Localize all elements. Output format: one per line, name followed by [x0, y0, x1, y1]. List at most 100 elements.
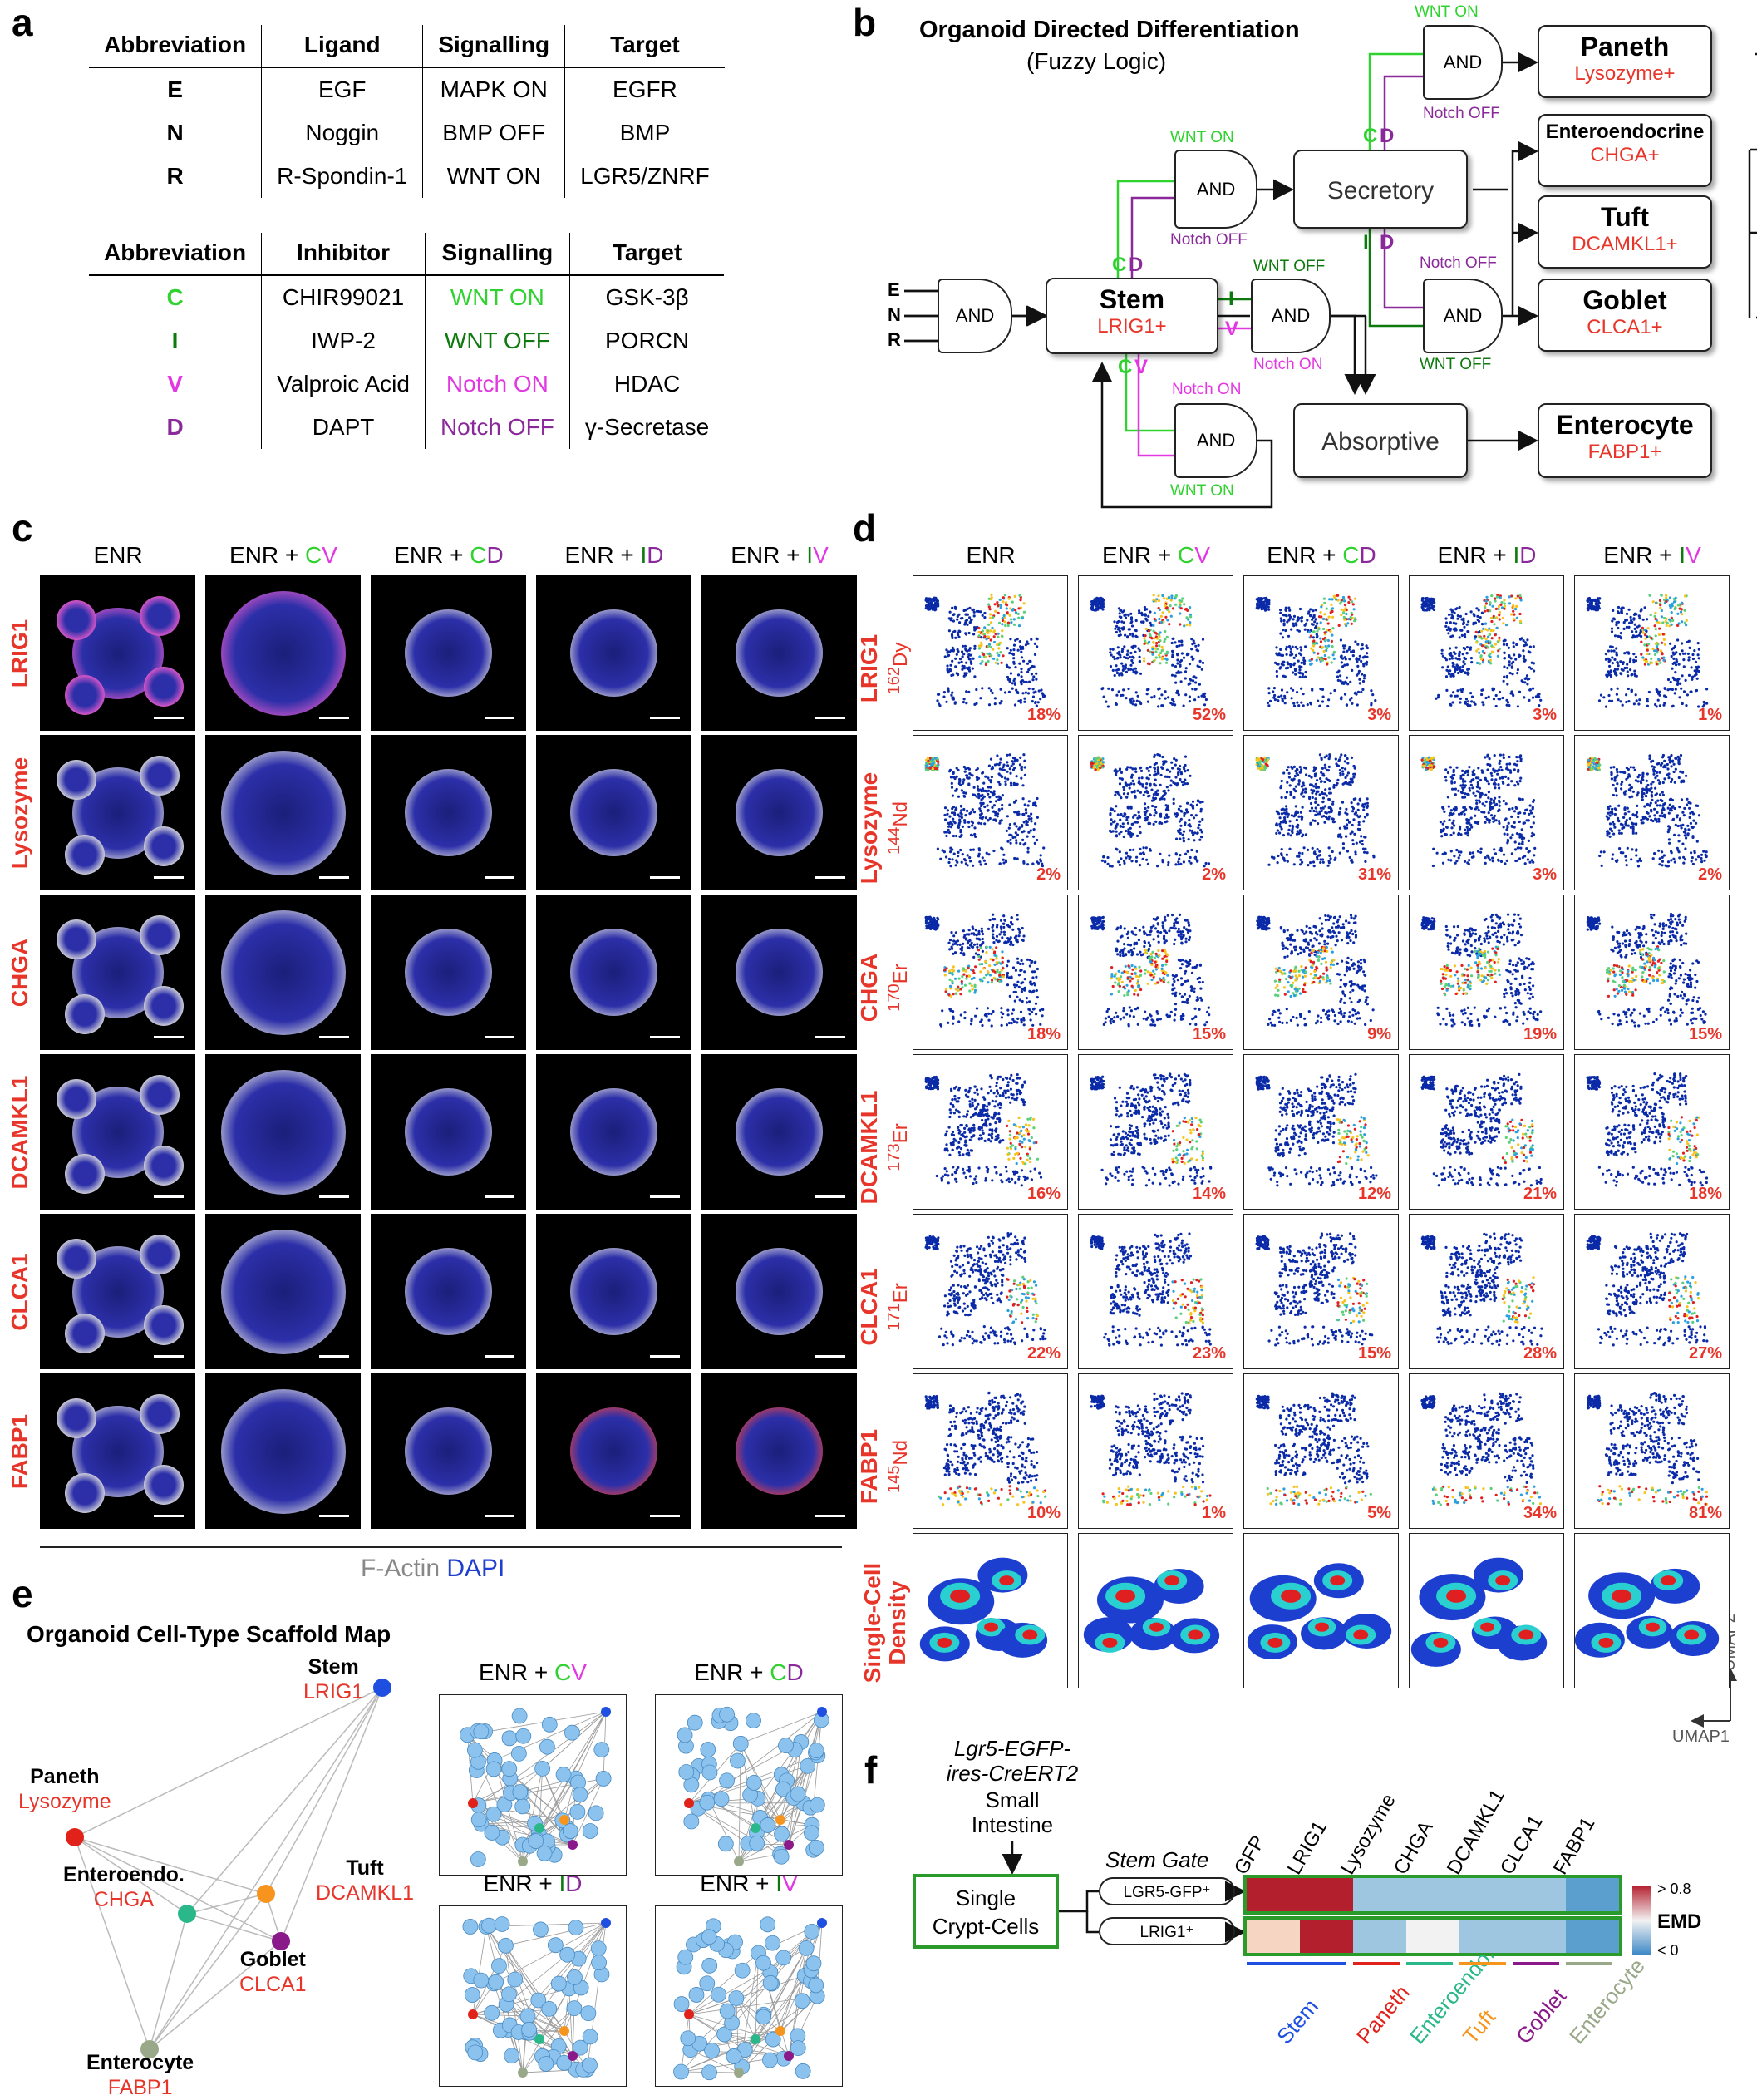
cell-point [1281, 796, 1283, 799]
cell-point [1096, 609, 1099, 611]
cell-point [1020, 680, 1022, 683]
cell-point [1006, 754, 1008, 757]
cell-point [1681, 674, 1684, 677]
cell-point [1180, 818, 1183, 821]
inset-node [564, 1725, 579, 1740]
organoid [221, 1389, 346, 1514]
and-gate-paneth: AND [1423, 25, 1503, 100]
cell-point [993, 804, 996, 806]
cell-point [1494, 782, 1496, 785]
cell-point [1198, 839, 1201, 841]
cell-point [1364, 803, 1366, 806]
cell-point [1147, 701, 1149, 703]
cell-point [1315, 783, 1317, 786]
cell-point [996, 754, 998, 757]
cell-point [1697, 666, 1700, 668]
cell-point [986, 653, 988, 655]
cell-point [1457, 672, 1459, 674]
cell-point [1490, 620, 1493, 623]
cell-point [1122, 665, 1125, 668]
cell-point [995, 800, 997, 802]
cell-point [957, 796, 960, 798]
cell-point [1648, 691, 1651, 693]
cell-point [1333, 651, 1336, 653]
cell-point [1671, 705, 1674, 707]
inset-hub [601, 1918, 611, 1928]
cell-point [1361, 688, 1364, 691]
cell-point [1185, 667, 1188, 669]
cell-point [950, 776, 952, 778]
cell-point [1491, 605, 1494, 608]
cell-point [1149, 766, 1152, 768]
cell-point [1312, 649, 1314, 652]
cell-point [1134, 703, 1137, 706]
cell-point [1328, 855, 1331, 857]
condition-header: ENR + ID [1404, 542, 1570, 569]
condition-header: ENR + CD [1238, 542, 1405, 569]
cell-point [1002, 600, 1004, 603]
cell-point [1456, 667, 1459, 669]
cell-point [1000, 700, 1002, 702]
cell-point [1509, 692, 1512, 694]
cell-point [952, 776, 955, 778]
scaffold-edge [187, 1894, 266, 1914]
cell-point [1285, 607, 1287, 609]
cell-point [1324, 805, 1326, 807]
cell-point [1671, 617, 1673, 619]
scaffold-node-label: Enteroendo.CHGA [63, 1862, 185, 1912]
micro-image [40, 735, 195, 890]
cell-point [1304, 629, 1307, 631]
scaffold-node [257, 1885, 275, 1903]
cell-point [1184, 782, 1186, 785]
inset-hub [784, 2051, 794, 2061]
cell-point [1154, 779, 1157, 781]
cell-point [957, 814, 959, 816]
cell-point [1288, 645, 1291, 648]
cell-point [1028, 681, 1031, 683]
cell-point [1512, 661, 1514, 663]
cell-point [1275, 824, 1277, 826]
cell-point [937, 848, 939, 850]
cell-point [993, 635, 996, 638]
cell-point [1328, 598, 1331, 600]
cell-point [945, 835, 947, 837]
cell-point [1323, 821, 1326, 824]
cell-point [1508, 647, 1510, 649]
node-marker: Lysozyme [18, 1789, 111, 1814]
cell-point [1020, 702, 1022, 704]
cell-point [1654, 624, 1656, 627]
lbl-d-3: D [1380, 231, 1394, 254]
inset-node [677, 1728, 692, 1743]
cell-point [1432, 598, 1435, 600]
cell-point [1486, 780, 1489, 782]
cell-point [1447, 771, 1449, 774]
inset-node [778, 1738, 793, 1753]
cell-point [1681, 620, 1683, 623]
cell-point [1351, 824, 1354, 826]
inset-node [729, 1990, 744, 2005]
cell-point [1611, 628, 1613, 630]
cell-point [1134, 814, 1137, 816]
cell-point [1156, 865, 1159, 867]
cell-point [1631, 621, 1633, 624]
inset-node [596, 1771, 611, 1786]
positive-percent: 3% [1533, 706, 1557, 725]
cell-point [1008, 691, 1011, 693]
cell-point [1444, 779, 1447, 781]
cell-point [1302, 788, 1304, 791]
inset-node [805, 1924, 819, 1939]
cell-point [1115, 702, 1117, 705]
condition-a: C [554, 1659, 571, 1685]
cell-point [987, 635, 990, 638]
cell-point [1202, 662, 1204, 664]
scaffold-edge [150, 1914, 187, 2049]
cell-point [1339, 774, 1341, 776]
cell-point [948, 816, 951, 818]
cell-point [942, 849, 944, 851]
cell-point [1009, 823, 1011, 826]
cell-point [1277, 699, 1279, 702]
cell-point [1317, 653, 1319, 655]
cell-point [1016, 775, 1018, 777]
cell-point [1139, 831, 1142, 834]
cell-point [1159, 784, 1162, 786]
